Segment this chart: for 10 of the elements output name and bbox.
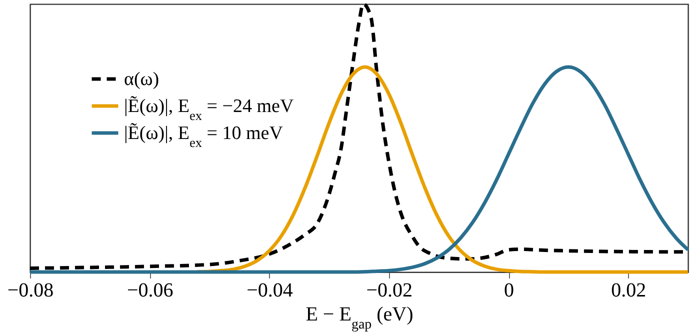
x-tick-label: −0.08 bbox=[7, 280, 54, 302]
x-tick-label: −0.04 bbox=[246, 280, 293, 302]
legend-label: |Ẽ(ω)|, E$_{ex}$ = 10 meV bbox=[124, 123, 284, 150]
x-tick-label: −0.02 bbox=[366, 280, 413, 302]
x-axis-title: E − E$_{gap}$ (eV) bbox=[306, 304, 414, 332]
legend-label: |Ẽ(ω)|, E$_{ex}$ = −24 meV bbox=[124, 96, 294, 122]
x-tick-label: 0.02 bbox=[611, 280, 646, 302]
x-tick-label: −0.06 bbox=[126, 280, 174, 302]
x-tick-label: 0 bbox=[504, 280, 514, 302]
legend-label: α(ω) bbox=[124, 69, 160, 90]
